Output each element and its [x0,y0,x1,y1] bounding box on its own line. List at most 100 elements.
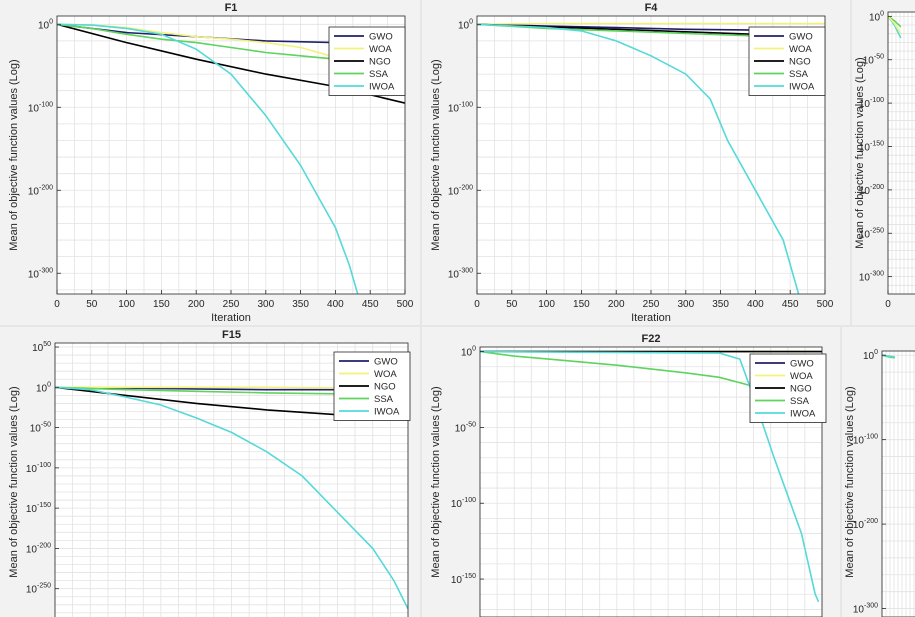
legend-label-woa: WOA [789,44,812,55]
x-tick-label: 250 [223,299,240,310]
y-tick-label: 10-100 [853,434,878,447]
legend-label-ssa: SSA [790,396,810,407]
chart-title: F22 [642,333,661,345]
y-tick-label: 10-300 [448,267,473,280]
legend-label-woa: WOA [369,44,392,55]
chart-partial-top: 0 100 10-50 10-100 10-150 10-200 10-250 10-300 M… [854,10,915,310]
chart-title: F4 [645,2,659,14]
y-tick-label: 10-300 [28,267,53,280]
y-tick-label: 1050 [32,341,51,354]
x-tick-label: 400 [327,299,344,310]
legend-label-gwo: GWO [369,32,393,43]
x-tick-label: 150 [573,299,590,310]
y-tick-label: 10-100 [28,101,53,114]
y-axis-label: Mean of objective function values (Log) [8,386,20,577]
y-tick-label: 10-150 [859,140,884,153]
chart-f15: 105010010-5010-10010-15010-20010-25010-3… [8,329,411,617]
series-line-iwoa [480,350,820,603]
y-tick-label: 10-50 [30,422,51,435]
axes-box [881,350,915,617]
x-tick-label: 150 [153,299,170,310]
series-line-woa [888,15,902,35]
x-tick-label: 200 [608,299,625,310]
x-tick-label: 450 [362,299,379,310]
legend-label-ngo: NGO [789,57,811,68]
y-axis-label: Mean of objective function values (Log) [854,57,866,248]
legend-label-iwoa: IWOA [790,409,816,420]
y-tick-label: 10-300 [859,271,884,284]
legend-label-iwoa: IWOA [789,82,815,93]
y-tick-label: 100 [869,10,884,23]
legend-label-ngo: NGO [369,57,391,68]
x-tick-label: 500 [817,299,834,310]
chart-f22: 100 10-50 10-100 10-150 F22 Mean of objective… [430,333,827,617]
grid [479,347,823,617]
y-tick-label: 10-250 [859,227,884,240]
y-tick-label: 100 [38,18,53,31]
series-line-woa [477,22,825,26]
panel-partial-bottom: 100 10-100 10-200 10-300 Mean of objective f… [842,327,915,617]
y-tick-label: 10-100 [451,497,476,510]
y-tick-label: 10-200 [853,518,878,531]
panel-f15: 105010010-5010-10010-15010-20010-25010-3… [0,327,420,617]
series-group [888,15,902,39]
y-tick-label: 10-150 [451,573,476,586]
legend-label-ngo: NGO [790,384,812,395]
x-tick-label: 350 [712,299,729,310]
legend-label-ssa: SSA [374,394,394,405]
series-line-iwoa [477,23,800,294]
axes-box [887,11,915,295]
legend-label-ssa: SSA [369,69,389,80]
chart-f4: 0 50 100 150 200 250 300 350 400 450 500 100 10-100 1… [430,2,834,324]
y-tick-label: 10-200 [448,184,473,197]
x-tick-label: 0 [474,299,480,310]
legend-label-ssa: SSA [789,69,809,80]
x-tick-label: 100 [538,299,555,310]
legend-label-woa: WOA [790,371,813,382]
y-axis-label: Mean of objective function values (Log) [430,386,442,577]
grid [881,351,915,617]
axes-box [54,342,409,617]
legend-label-woa: WOA [374,369,397,380]
y-tick-label: 10-50 [863,54,884,67]
chart-f1: 0 50 100 150 200 250 300 350 400 450 500 100 10-100 1… [8,2,414,324]
y-tick-label: 10-100 [859,97,884,110]
x-axis-label: Iteration [631,312,671,324]
plot-area [888,12,915,294]
series-group [480,350,822,603]
x-tick-label: 0 [54,299,60,310]
chart-title: F1 [225,2,238,14]
x-axis-label: Iteration [211,312,251,324]
x-tick-label: 300 [677,299,694,310]
legend-label-iwoa: IWOA [369,82,395,93]
panel-f22: 100 10-50 10-100 10-150 F22 Mean of objective… [422,327,840,617]
legend-label-ngo: NGO [374,382,396,393]
x-tick-label: 200 [188,299,205,310]
y-tick-label: 10-200 [859,184,884,197]
legend-label-gwo: GWO [790,359,814,370]
axes-box [479,346,823,617]
y-axis-label: Mean of objective function values (Log) [430,59,442,250]
y-tick-label: 100 [36,381,51,394]
x-tick-label: 250 [643,299,660,310]
x-tick-label: 300 [257,299,274,310]
y-tick-label: 10-150 [26,502,51,515]
y-tick-label: 10-300 [853,603,878,616]
y-tick-label: 10-100 [26,462,51,475]
y-axis-label: Mean of objective function values (Log) [844,386,856,577]
legend-label-iwoa: IWOA [374,407,400,418]
series-line-iwoa [57,23,359,294]
x-tick-label: 100 [118,299,135,310]
panel-f4: 0 50 100 150 200 250 300 350 400 450 500 100 10-100 1… [422,0,850,325]
y-tick-label: 10-100 [448,101,473,114]
chart-title: F15 [222,329,241,341]
x-tick-label: 350 [292,299,309,310]
x-tick-label: 500 [397,299,414,310]
series-line-iwoa [55,386,408,610]
y-tick-label: 10-250 [26,583,51,596]
